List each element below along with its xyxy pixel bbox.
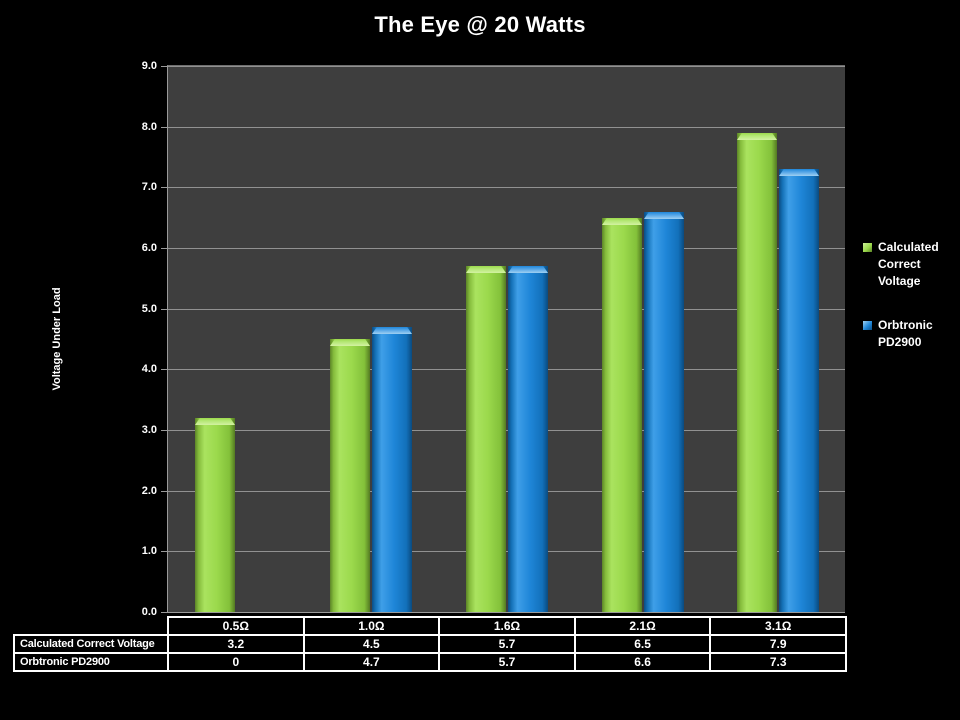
table-value-cell: 5.7: [438, 652, 576, 672]
y-tick-label: 0.0: [141, 606, 157, 618]
legend-label: Orbtronic PD2900: [878, 318, 933, 349]
bar-green-1.0Ω: [330, 339, 370, 612]
y-tick-label: 4.0: [141, 363, 157, 376]
bar-green-3.1Ω: [737, 133, 777, 612]
gridline: [168, 308, 845, 310]
y-tick-label: 1.0: [141, 545, 157, 558]
bar-top-bevel: [195, 418, 235, 425]
y-tick-mark: [161, 248, 167, 249]
gridline: [168, 551, 845, 553]
table-row: Orbtronic PD2900 0 4.7 5.7 6.6 7.3: [13, 652, 847, 672]
y-tick-mark: [161, 551, 167, 553]
y-tick-mark: [161, 187, 167, 189]
bar-top-bevel: [602, 218, 642, 225]
y-tick-label: 2.0: [141, 484, 157, 497]
table-column-header: 3.1Ω: [709, 616, 847, 636]
legend-swatch-green-icon: [863, 243, 872, 252]
plot-area: [167, 65, 845, 613]
gridline: [168, 248, 845, 249]
bar-top-bevel: [330, 339, 370, 346]
bar-blue-1.0Ω: [372, 327, 412, 612]
table-value-cell: 4.5: [302, 634, 441, 654]
bar-blue-1.6Ω: [508, 266, 548, 612]
table-column-header: 0.5Ω: [167, 616, 305, 636]
table-header-row: 0.5Ω 1.0Ω 1.6Ω 2.1Ω 3.1Ω: [14, 616, 847, 636]
legend: Calculated Correct Voltage Orbtronic PD2…: [863, 239, 958, 351]
y-tick-label: 3.0: [141, 424, 157, 436]
legend-item-calculated-correct-voltage: Calculated Correct Voltage: [863, 239, 958, 290]
gridline: [168, 430, 845, 431]
y-tick-label: 7.0: [141, 181, 157, 194]
bar-top-bevel: [779, 169, 819, 176]
y-tick-mark: [161, 126, 167, 128]
y-tick-label: 9.0: [141, 60, 157, 72]
table-value-cell: 4.7: [302, 652, 441, 672]
y-tick-mark: [161, 66, 167, 67]
bar-top-bevel: [466, 266, 506, 273]
table-value-cell: 7.9: [709, 634, 847, 654]
y-axis-title: Voltage Under Load: [51, 287, 63, 391]
table-value-cell: 6.5: [573, 634, 712, 654]
gridline: [168, 490, 845, 492]
y-tick-mark: [161, 612, 167, 613]
gridline: [168, 187, 845, 189]
bar-green-1.6Ω: [466, 266, 506, 612]
bar-blue-2.1Ω: [644, 212, 684, 612]
data-table: 0.5Ω 1.0Ω 1.6Ω 2.1Ω 3.1Ω Calculated Correct V…: [13, 616, 847, 672]
legend-item-orbtronic-pd2900: Orbtronic PD2900: [863, 317, 958, 351]
table-value-cell: 7.3: [709, 652, 847, 672]
table-row-label: Orbtronic PD2900: [13, 652, 169, 672]
y-tick-mark: [161, 369, 167, 371]
chart-title: The Eye @ 20 Watts: [374, 12, 586, 37]
legend-swatch-blue-icon: [863, 321, 872, 330]
table-value-cell: 0: [167, 652, 305, 672]
bar-top-bevel: [737, 133, 777, 140]
bar-top-bevel: [508, 266, 548, 273]
legend-label: Calculated Correct Voltage: [878, 240, 939, 288]
gridline: [168, 369, 845, 371]
table-value-cell: 6.6: [573, 652, 712, 672]
y-tick-mark: [161, 430, 167, 431]
bar-top-bevel: [372, 327, 412, 334]
gridline: [168, 66, 845, 67]
table-value-cell: 5.7: [438, 634, 576, 654]
table-column-header: 1.6Ω: [438, 616, 576, 636]
y-tick-mark: [161, 308, 167, 310]
table-row-label: Calculated Correct Voltage: [13, 634, 169, 654]
bar-green-2.1Ω: [602, 218, 642, 612]
table-value-cell: 3.2: [167, 634, 305, 654]
bar-green-0.5Ω: [195, 418, 235, 612]
y-tick-label: 5.0: [141, 302, 157, 315]
y-tick-label: 8.0: [141, 120, 157, 133]
table-column-header: 2.1Ω: [573, 616, 712, 636]
y-tick-label: 6.0: [141, 242, 157, 254]
bar-blue-3.1Ω: [779, 169, 819, 612]
gridline: [168, 126, 845, 128]
table-corner-spacer: [14, 617, 168, 635]
table-row: Calculated Correct Voltage 3.2 4.5 5.7 6.5 7.…: [13, 634, 847, 654]
bar-top-bevel: [644, 212, 684, 219]
table-column-header: 1.0Ω: [302, 616, 441, 636]
y-tick-mark: [161, 490, 167, 492]
